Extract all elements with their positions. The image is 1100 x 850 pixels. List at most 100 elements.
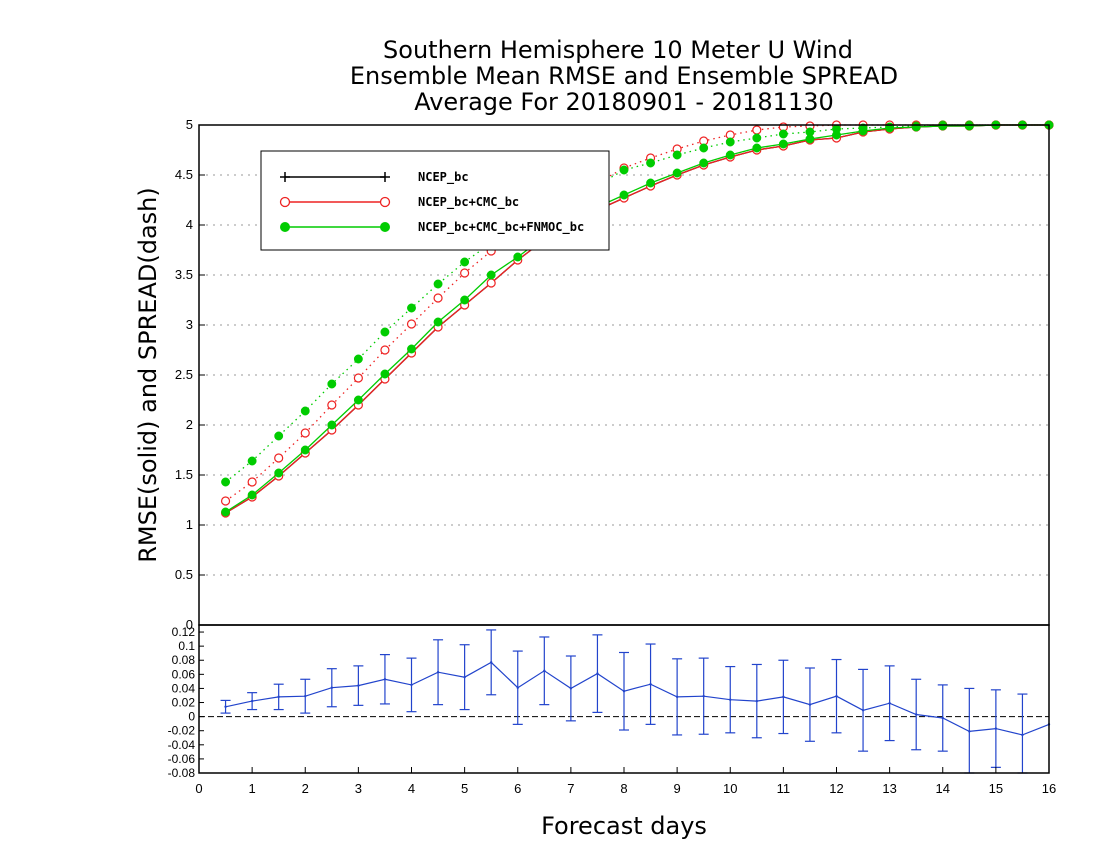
point-2-25	[885, 123, 895, 133]
point-2-20	[752, 143, 762, 153]
point-4-4	[327, 379, 337, 389]
y-tick-label-2: 1	[186, 517, 193, 532]
diff-y-tick-label-7: 0.06	[172, 667, 196, 681]
legend-box	[260, 150, 610, 251]
point-2-2	[274, 468, 284, 478]
point-4-2	[274, 431, 284, 441]
diff-y-tick-label-5: 0.02	[172, 696, 196, 710]
point-2-0	[221, 507, 231, 517]
title-line-3: Average For 20180901 - 20181130	[414, 88, 834, 116]
diff-y-tick-label-10: 0.12	[172, 625, 196, 639]
point-4-6	[380, 327, 390, 337]
point-4-3	[300, 406, 310, 416]
y-tick-label-1: 0.5	[175, 567, 193, 582]
y-tick-label-0: 0	[186, 617, 193, 632]
difference-point-24	[861, 709, 865, 712]
difference-point-27	[941, 716, 944, 720]
point-3-20	[752, 125, 762, 135]
difference-point-22	[808, 703, 812, 706]
y-axis-label: RMSE(solid) and SPREAD(dash)	[134, 187, 162, 563]
legend-marker-2-0	[280, 222, 290, 232]
x-tick-label-12: 12	[829, 781, 843, 796]
point-3-0	[220, 496, 231, 506]
point-2-10	[486, 270, 496, 280]
difference-point-30	[1021, 733, 1024, 737]
point-2-9	[460, 295, 470, 305]
diff-y-tick-label-3: -0.02	[168, 724, 196, 738]
difference-point-10	[489, 661, 493, 664]
y-tick-label-5: 2.5	[175, 367, 193, 382]
point-2-8	[433, 317, 443, 327]
point-4-1	[247, 456, 257, 466]
difference-point-5	[357, 684, 360, 687]
difference-point-15	[622, 690, 626, 693]
difference-point-12	[543, 669, 546, 673]
y-tick-label-9: 4.5	[175, 167, 193, 182]
x-tick-label-14: 14	[936, 781, 950, 796]
point-4-7	[407, 303, 416, 313]
x-tick-label-6: 6	[514, 781, 521, 796]
point-4-17	[672, 150, 682, 160]
title-line-1: Southern Hemisphere 10 Meter U Wind	[383, 36, 853, 64]
diff-y-tick-label-9: 0.1	[178, 639, 195, 653]
point-2-26	[911, 122, 921, 132]
difference-point-3	[304, 694, 307, 698]
point-4-16	[646, 158, 656, 168]
diff-y-tick-label-1: -0.06	[168, 752, 196, 766]
point-4-5	[353, 354, 363, 364]
difference-point-21	[782, 695, 785, 699]
chart-title: Southern Hemisphere 10 Meter U Wind Ense…	[350, 36, 898, 116]
difference-point-6	[383, 678, 387, 681]
point-2-21	[778, 139, 788, 149]
point-1-10	[486, 278, 496, 288]
title-line-2: Ensemble Mean RMSE and Ensemble SPREAD	[350, 62, 898, 90]
y-tick-label-4: 2	[186, 417, 193, 432]
point-2-24	[858, 126, 868, 136]
x-tick-label-10: 10	[723, 781, 737, 796]
point-2-16	[646, 178, 656, 188]
legend-label-0: NCEP_bc	[418, 170, 469, 185]
point-2-7	[407, 344, 416, 354]
difference-point-25	[888, 702, 891, 705]
x-tick-label-13: 13	[882, 781, 896, 796]
point-4-8	[433, 279, 443, 289]
difference-line	[225, 661, 1050, 736]
x-tick-label-16: 16	[1042, 781, 1056, 796]
y-tick-label-7: 3.5	[175, 267, 193, 282]
point-3-1	[247, 477, 257, 487]
x-tick-label-8: 8	[620, 781, 627, 796]
y-tick-label-3: 1.5	[175, 467, 193, 482]
diff-y-tick-label-0: -0.08	[168, 766, 196, 780]
legend: NCEP_bc NCEP_bc+CMC_bc NCEP_bc+CMC_bc+FNMO…	[260, 150, 610, 251]
point-2-1	[247, 490, 257, 500]
difference-panel: -0.08-0.06-0.04-0.0200.020.040.060.080.1…	[168, 624, 1056, 796]
point-3-8	[433, 293, 443, 303]
point-3-3	[300, 428, 310, 438]
point-2-6	[380, 369, 390, 379]
x-tick-label-2: 2	[302, 781, 309, 796]
difference-point-28	[968, 730, 971, 733]
point-2-28	[964, 121, 974, 131]
point-2-19	[725, 150, 735, 160]
point-2-22	[805, 134, 815, 144]
point-2-23	[832, 130, 841, 140]
point-4-19	[725, 137, 735, 147]
point-3-7	[406, 319, 417, 329]
difference-point-16	[649, 683, 652, 686]
point-4-0	[221, 477, 231, 487]
series-line-4	[225, 124, 1049, 483]
diff-y-tick-label-6: 0.04	[172, 681, 196, 695]
difference-point-18	[702, 694, 705, 698]
point-2-11	[513, 252, 523, 262]
point-2-4	[327, 420, 337, 430]
x-tick-label-1: 1	[249, 781, 256, 796]
point-3-5	[353, 373, 363, 383]
difference-point-17	[675, 695, 679, 699]
difference-point-7	[410, 683, 413, 687]
x-tick-label-11: 11	[777, 781, 791, 796]
difference-point-23	[835, 694, 838, 698]
y-tick-label-6: 3	[186, 317, 193, 332]
diff-y-tick-label-8: 0.08	[172, 653, 196, 667]
difference-point-29	[994, 727, 998, 730]
